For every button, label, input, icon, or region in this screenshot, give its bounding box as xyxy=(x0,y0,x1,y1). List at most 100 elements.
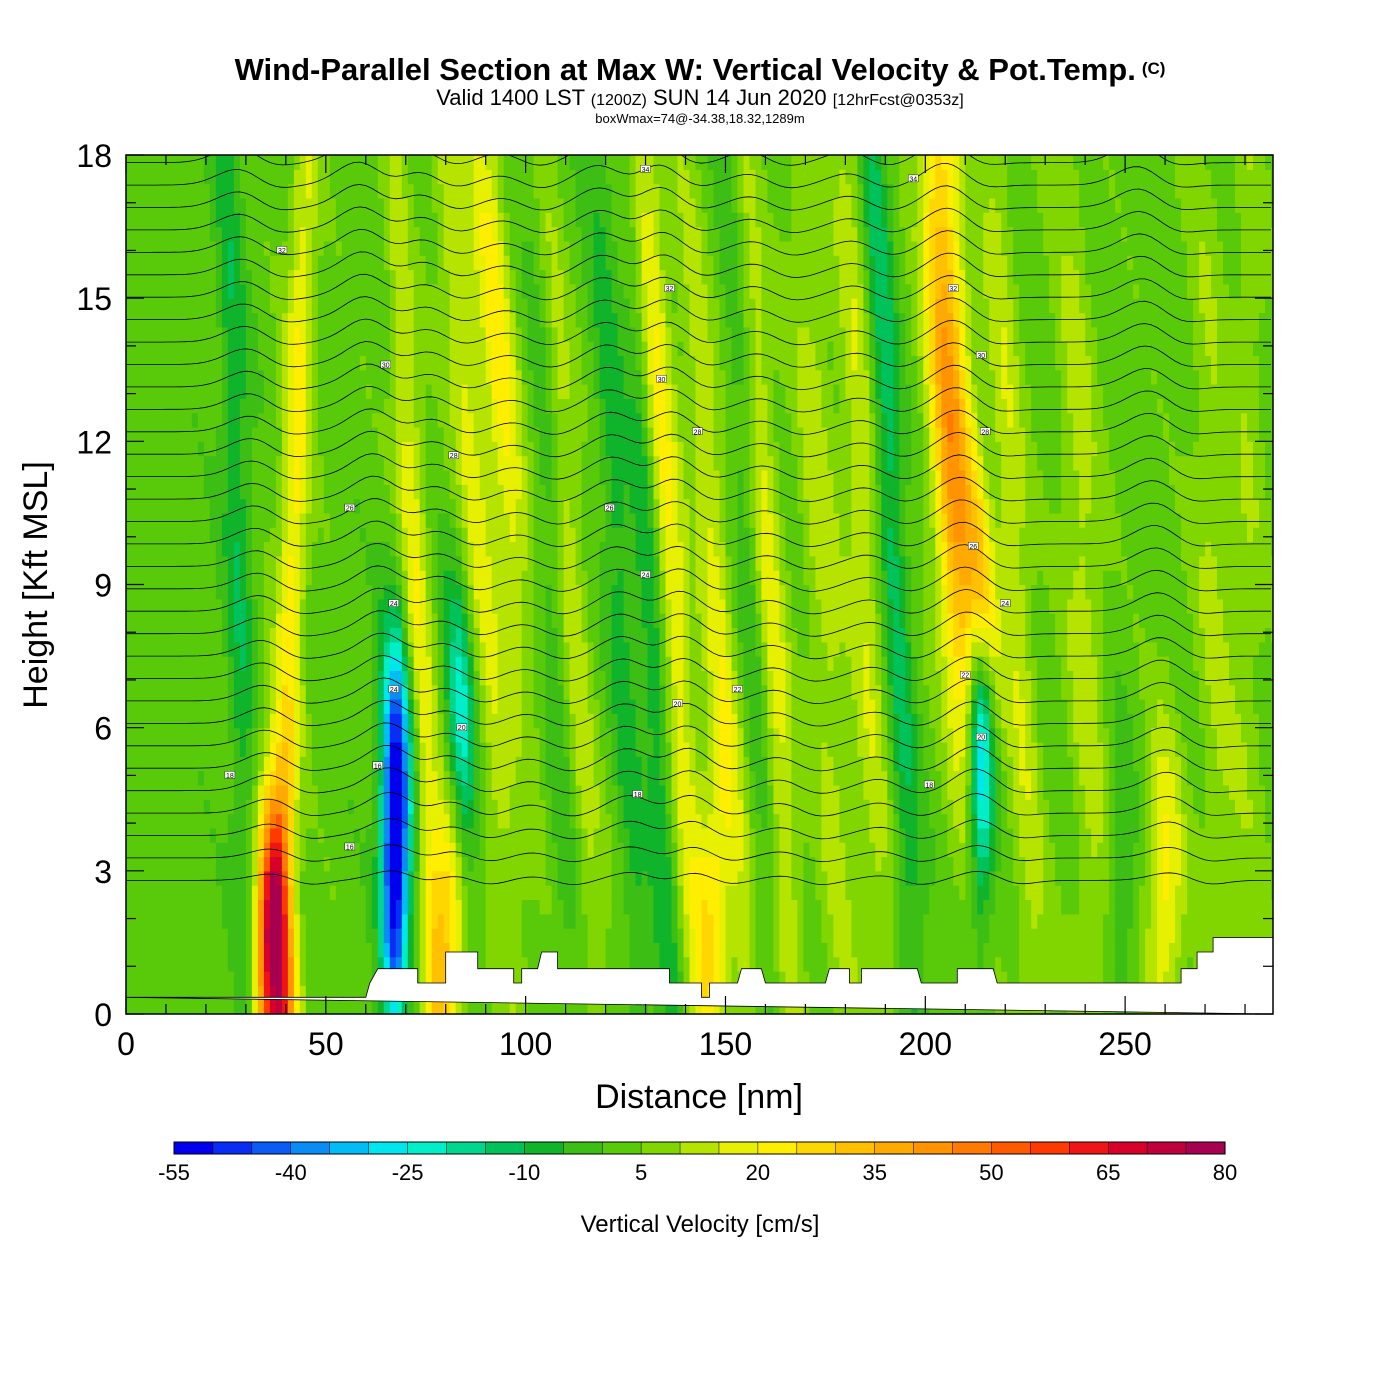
velocity-cell xyxy=(132,656,139,671)
velocity-cell xyxy=(126,727,133,743)
velocity-cell xyxy=(227,870,235,886)
velocity-cell xyxy=(227,756,235,772)
velocity-cell xyxy=(281,727,289,743)
velocity-cell xyxy=(221,369,229,385)
velocity-cell xyxy=(329,470,337,485)
velocity-cell xyxy=(593,813,601,829)
velocity-cell xyxy=(377,527,385,543)
velocity-cell xyxy=(305,283,313,299)
velocity-cell xyxy=(545,870,553,886)
velocity-cell xyxy=(539,641,547,657)
velocity-cell xyxy=(203,756,211,772)
velocity-cell xyxy=(527,956,535,972)
velocity-cell xyxy=(365,326,373,342)
velocity-cell xyxy=(413,512,421,528)
velocity-cell xyxy=(347,856,355,872)
velocity-cell xyxy=(413,942,421,958)
velocity-cell xyxy=(203,784,211,800)
velocity-cell xyxy=(395,613,403,628)
velocity-cell xyxy=(521,169,529,185)
velocity-cell xyxy=(593,713,601,729)
velocity-cell xyxy=(563,598,571,614)
velocity-cell xyxy=(533,613,541,628)
velocity-cell xyxy=(377,427,385,442)
velocity-cell xyxy=(293,899,301,915)
velocity-cell xyxy=(413,713,421,729)
velocity-cell xyxy=(299,627,307,643)
velocity-cell xyxy=(503,355,511,371)
velocity-cell xyxy=(293,298,301,314)
velocity-cell xyxy=(617,799,625,815)
velocity-cell xyxy=(581,570,589,586)
velocity-cell xyxy=(575,226,583,242)
velocity-cell xyxy=(605,155,613,170)
velocity-cell xyxy=(185,570,193,586)
velocity-cell xyxy=(377,570,385,586)
velocity-cell xyxy=(281,956,289,972)
velocity-cell xyxy=(491,656,499,671)
velocity-cell xyxy=(281,713,289,729)
velocity-cell xyxy=(251,455,259,471)
velocity-cell xyxy=(203,470,211,485)
velocity-cell xyxy=(449,756,457,772)
velocity-cell xyxy=(395,212,403,228)
velocity-cell xyxy=(305,197,313,213)
velocity-cell xyxy=(377,541,385,557)
velocity-cell xyxy=(353,455,361,471)
velocity-cell xyxy=(557,842,565,858)
velocity-cell xyxy=(437,412,445,428)
velocity-cell xyxy=(221,427,229,442)
velocity-cell xyxy=(371,455,379,471)
velocity-cell xyxy=(395,197,403,213)
velocity-cell xyxy=(437,942,445,958)
velocity-cell xyxy=(150,584,157,600)
velocity-cell xyxy=(395,827,403,843)
velocity-cell xyxy=(587,470,595,485)
velocity-cell xyxy=(449,512,457,528)
velocity-cell xyxy=(533,627,541,643)
velocity-cell xyxy=(257,470,265,485)
velocity-cell xyxy=(497,570,505,586)
velocity-cell xyxy=(263,827,271,843)
velocity-cell xyxy=(563,183,571,199)
velocity-cell xyxy=(617,427,625,442)
velocity-cell xyxy=(185,255,193,271)
velocity-cell xyxy=(431,913,439,929)
velocity-cell xyxy=(527,670,535,686)
velocity-cell xyxy=(144,985,151,1001)
velocity-cell xyxy=(191,441,199,457)
velocity-cell xyxy=(509,412,517,428)
velocity-cell xyxy=(341,427,349,442)
velocity-cell xyxy=(479,756,487,772)
velocity-cell xyxy=(419,627,427,643)
velocity-cell xyxy=(503,570,511,586)
velocity-cell xyxy=(180,856,187,872)
velocity-cell xyxy=(257,326,265,342)
velocity-cell xyxy=(269,541,277,557)
velocity-cell xyxy=(455,656,463,671)
velocity-cell xyxy=(557,470,565,485)
velocity-cell xyxy=(191,155,199,170)
velocity-cell xyxy=(233,584,241,600)
velocity-cell xyxy=(251,484,259,500)
velocity-cell xyxy=(191,384,199,399)
velocity-cell xyxy=(132,498,139,514)
velocity-cell xyxy=(431,255,439,271)
velocity-cell xyxy=(329,885,337,900)
velocity-cell xyxy=(329,999,337,1014)
velocity-cell xyxy=(180,555,187,571)
velocity-cell xyxy=(317,999,325,1014)
velocity-cell xyxy=(293,441,301,457)
velocity-cell xyxy=(323,341,331,356)
velocity-cell xyxy=(605,713,613,729)
velocity-cell xyxy=(263,856,271,872)
velocity-cell xyxy=(168,255,175,271)
velocity-cell xyxy=(587,885,595,900)
velocity-cell xyxy=(557,283,565,299)
velocity-cell xyxy=(341,155,349,170)
velocity-cell xyxy=(605,656,613,671)
velocity-cell xyxy=(389,240,397,256)
velocity-cell xyxy=(455,197,463,213)
velocity-cell xyxy=(497,384,505,399)
